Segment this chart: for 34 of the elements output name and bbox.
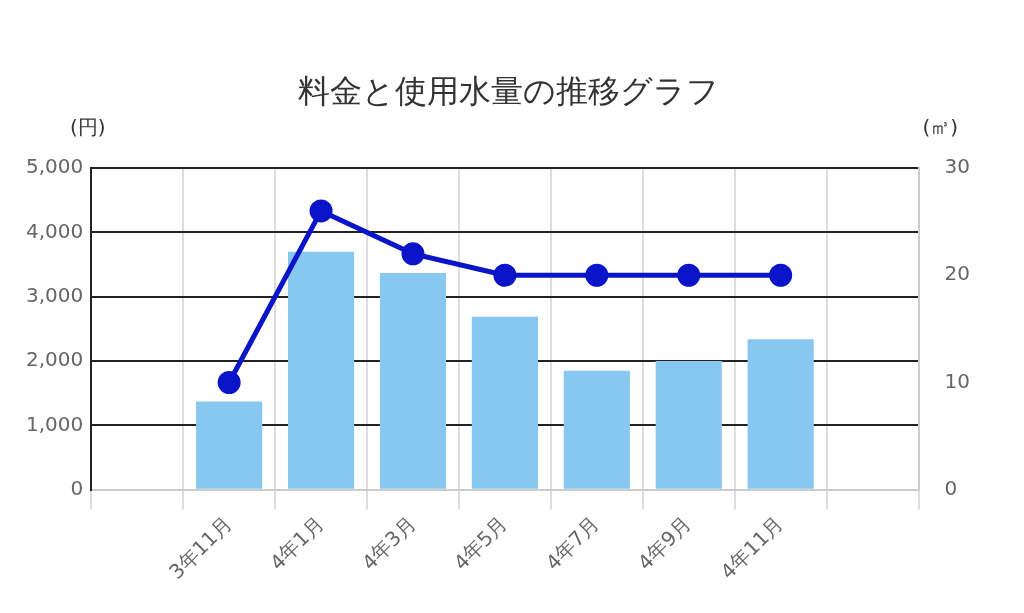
y-tick-label: 5,000 (25, 154, 84, 179)
y-tick-label: 3,000 (25, 282, 84, 307)
y2-axis-title: (㎥) (922, 114, 958, 139)
bar (471, 316, 538, 489)
x-tick-label: 4年1月 (265, 511, 329, 575)
y-tick-label: 1,000 (25, 411, 84, 436)
bar (655, 361, 722, 489)
point (309, 199, 333, 223)
y-axis-title: (円) (70, 114, 106, 139)
x-tick-label: 4年3月 (356, 511, 421, 575)
bar (379, 272, 447, 489)
x-tick-label: 4年5月 (448, 511, 513, 575)
y2-tick-label: 20 (944, 261, 970, 286)
bar (196, 401, 263, 489)
point (493, 263, 517, 287)
y2-tick-label: 30 (944, 154, 970, 179)
point (217, 371, 241, 394)
bar (287, 251, 355, 489)
point (769, 263, 793, 287)
bar (747, 339, 814, 489)
y-tick-label: 2,000 (25, 347, 84, 372)
point (585, 263, 609, 287)
x-tick-label: 3年11月 (164, 511, 237, 584)
point (401, 242, 425, 266)
y2-tick-label: 0 (944, 475, 958, 500)
x-tick-label: 4年7月 (540, 511, 605, 575)
y2-tick-label: 10 (944, 368, 970, 393)
y-tick-label: 0 (70, 475, 84, 500)
x-tick-label: 4年9月 (632, 511, 696, 575)
point (677, 263, 701, 287)
y-tick-label: 4,000 (25, 218, 84, 243)
bar (563, 370, 630, 489)
x-tick-label: 4年11月 (715, 511, 788, 584)
chart-title: 料金と使用水量の推移グラフ (296, 71, 720, 112)
